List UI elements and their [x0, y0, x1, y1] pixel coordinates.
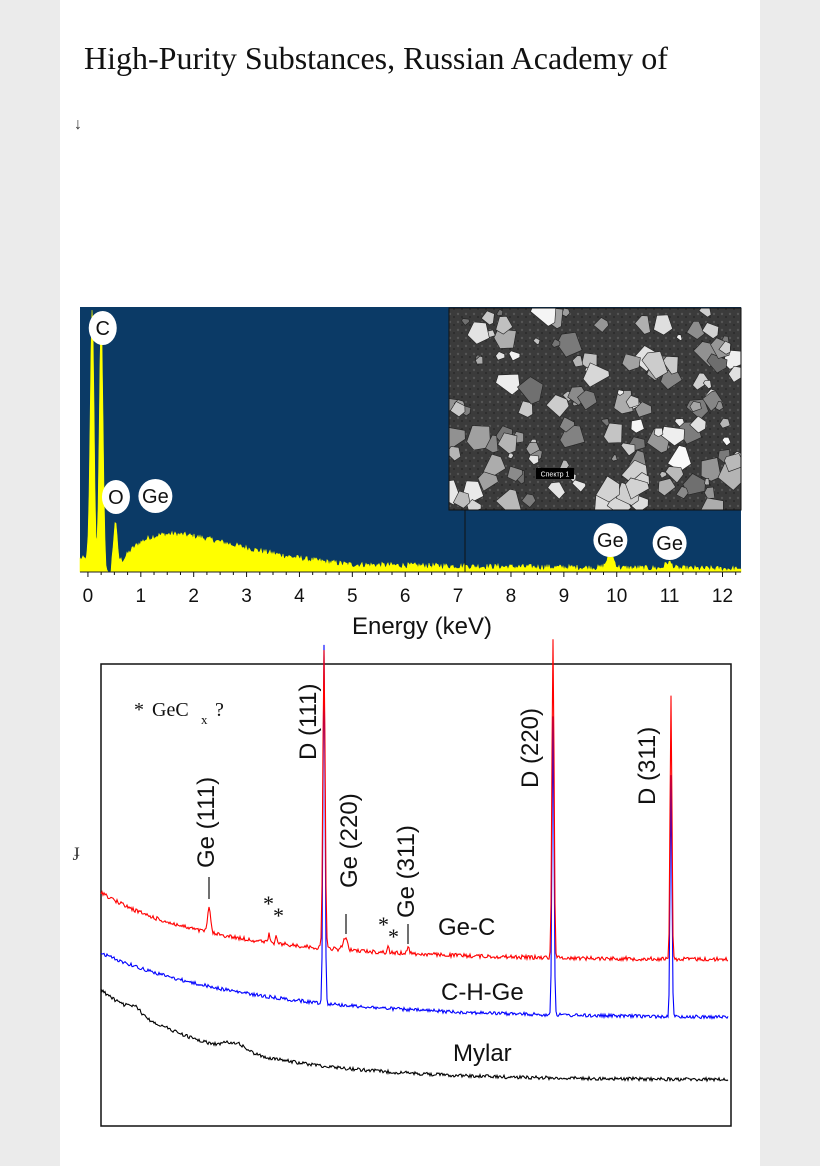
eds-x-tick-label: 10: [606, 586, 627, 607]
gecx-star: *: [134, 699, 144, 721]
eds-x-tick-label: 2: [188, 586, 199, 607]
ge-c-curve: [100, 639, 729, 963]
gecx-note: GeC: [152, 699, 189, 721]
eds-peak-label-ge: Ge: [652, 526, 687, 560]
eds-x-tick-label: 5: [347, 586, 358, 607]
page-header-text: High-Purity Substances, Russian Academy …: [84, 40, 668, 76]
eds-x-tick-label: 7: [453, 586, 464, 607]
eds-x-tick-label: 6: [400, 586, 411, 607]
series-label-ge-c: Ge-C: [438, 914, 495, 941]
star-mark-2: *: [273, 903, 284, 928]
eds-spectrum-fill: [79, 309, 742, 573]
side-glyph: ɟ: [74, 840, 80, 860]
eds-x-tick-label: 3: [241, 586, 252, 607]
svg-text:Ge: Ge: [656, 533, 683, 555]
sem-inset-image: [449, 308, 741, 510]
eds-peak-label-ge: Ge: [593, 523, 628, 557]
eds-x-axis-label: Energy (keV): [352, 613, 492, 640]
svg-text:C: C: [96, 318, 110, 340]
eds-peak-label-o: O: [101, 480, 130, 514]
eds-x-tick-label: 1: [136, 586, 147, 607]
annotation-ge-220: Ge (220): [336, 793, 363, 888]
c-h-ge-curve: [100, 644, 729, 1020]
annotation-ge-311: Ge (311): [393, 825, 420, 918]
eds-x-tick-label: 8: [506, 586, 517, 607]
svg-text:Ge: Ge: [142, 486, 169, 508]
annotation-d-220: D (220): [517, 708, 544, 788]
series-label-c-h-ge: C-H-Ge: [441, 979, 524, 1006]
sem-inset-frame: [448, 307, 742, 511]
star-mark-4: *: [388, 924, 399, 949]
annotation-d-111: D (111): [295, 684, 322, 760]
eds-x-tick-label: 0: [83, 586, 94, 607]
star-mark-3: *: [378, 912, 389, 937]
xrd-chart: * GeC x ? Ge-C C-H-Ge Mylar D (111) D (2…: [100, 639, 732, 1127]
eds-x-tick-label: 11: [660, 586, 680, 607]
sem-inset-label: Спектр 1: [541, 472, 570, 479]
svg-text:Ge: Ge: [597, 530, 624, 552]
mylar-curve: [100, 988, 729, 1083]
eds-peak-label-ge: Ge: [138, 479, 173, 513]
xrd-plot-frame: [100, 663, 732, 1127]
eds-x-tick-label: 9: [559, 586, 570, 607]
eds-peak-label-c: C: [88, 311, 117, 345]
annotation-ge-111: Ge (111): [193, 777, 220, 868]
sem-inset-label-box: [536, 468, 574, 479]
star-mark-1: *: [263, 891, 274, 916]
gecx-question: ?: [215, 699, 224, 721]
gecx-subscript: x: [201, 712, 208, 727]
eds-x-tick-label: 12: [712, 586, 733, 607]
arrow-icon: ↓: [74, 116, 82, 133]
eds-x-tick-label: 4: [294, 586, 305, 607]
annotation-d-311: D (311): [634, 727, 661, 805]
series-label-mylar: Mylar: [453, 1040, 512, 1067]
svg-text:O: O: [108, 487, 124, 509]
